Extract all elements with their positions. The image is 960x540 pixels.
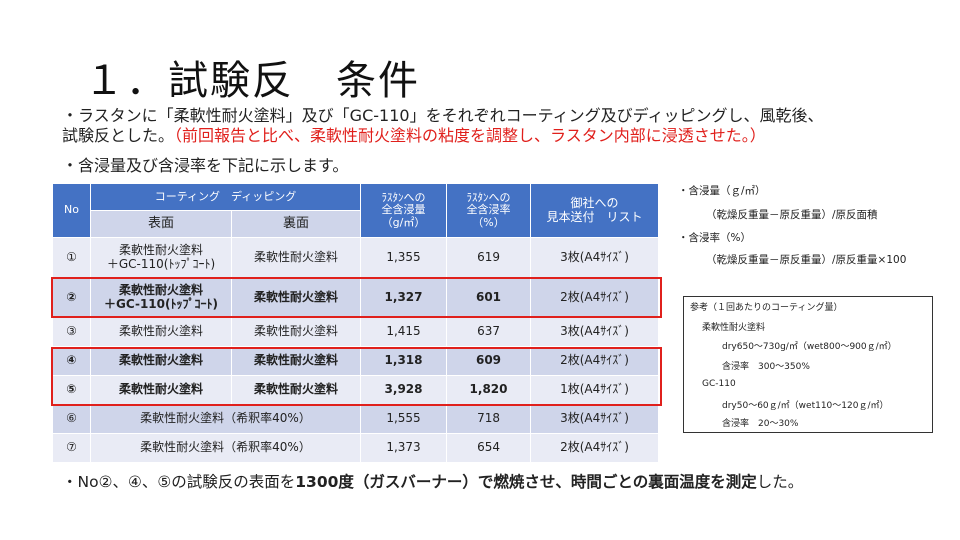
reference-coating-rate: 含浸率 300～350% xyxy=(722,362,810,372)
note-amount-title: ・含浸量（ｇ/㎡） xyxy=(678,185,766,197)
row-rate: 637 xyxy=(446,317,532,347)
reference-gc-rate: 含浸率 20～30% xyxy=(722,419,799,429)
footer-part-2: 1300度（ガスバーナー）で燃焼させ、時間ごとの裏面温度を測定 xyxy=(295,473,757,491)
row-front-l1: 柔軟性耐火塗料 xyxy=(118,242,203,257)
row-front-l2: ＋GC-110(ﾄｯﾌﾟｺｰﾄ) xyxy=(106,256,216,271)
row-amount: 1,327 xyxy=(360,277,448,318)
row-sample: 1枚(A4ｻｲｽﾞ) xyxy=(530,375,660,405)
reference-title: 参考（１回あたりのコーティング量） xyxy=(690,303,843,313)
impregnation-table: No コーティング ディッピング ﾗｽﾀﾝへの 全含浸量 （g/㎡） ﾗｽﾀﾝへの全… xyxy=(52,183,660,463)
table-row: ⑤ 柔軟性耐火塗料 柔軟性耐火塗料 3,928 1,820 1枚(A4ｻｲｽﾞ) xyxy=(52,375,660,405)
row-rate: 718 xyxy=(446,404,532,434)
row-front: 柔軟性耐火塗料 ＋GC-110(ﾄｯﾌﾟｺｰﾄ) xyxy=(90,237,232,278)
header-front: 表面 xyxy=(90,210,232,238)
header-rate: ﾗｽﾀﾝへの 全含浸率 （%） xyxy=(446,183,532,238)
row-no: ④ xyxy=(52,346,91,376)
row-amount: 1,355 xyxy=(360,237,448,278)
reference-coating-dry: dry650～730g/㎡（wet800～900ｇ/㎡） xyxy=(722,342,897,352)
row-sample: 3枚(A4ｻｲｽﾞ) xyxy=(530,404,660,434)
note-amount-formula: （乾燥反重量－原反重量）/原反面積 xyxy=(706,209,878,221)
row-front-l1: 柔軟性耐火塗料 xyxy=(118,282,203,297)
table-row: ① 柔軟性耐火塗料 ＋GC-110(ﾄｯﾌﾟｺｰﾄ) 柔軟性耐火塗料 1,355 … xyxy=(52,237,660,278)
header-rate-l2: 全含浸率 xyxy=(466,203,511,217)
intro-line-2-red: （前回報告と比べ、柔軟性耐火塗料の粘度を調整し、ラスタン内部に浸透させた。） xyxy=(174,126,766,145)
header-amount-l3: （g/㎡） xyxy=(381,215,426,229)
row-coating-merged: 柔軟性耐火塗料（希釈率40%） xyxy=(89,433,362,463)
note-rate-formula: （乾燥反重量－原反重量）/原反重量×100 xyxy=(706,254,907,266)
row-rate: 619 xyxy=(446,237,532,278)
row-no: ① xyxy=(52,237,91,278)
row-rate: 654 xyxy=(446,433,532,463)
header-coating: コーティング ディッピング xyxy=(89,183,362,211)
row-sample: 2枚(A4ｻｲｽﾞ) xyxy=(530,433,660,463)
table-row: ④ 柔軟性耐火塗料 柔軟性耐火塗料 1,318 609 2枚(A4ｻｲｽﾞ) xyxy=(52,346,660,376)
row-amount: 1,318 xyxy=(360,346,448,376)
row-back: 柔軟性耐火塗料 xyxy=(230,346,362,376)
header-rate-l1: ﾗｽﾀﾝへの xyxy=(466,190,511,204)
row-front-l2: ＋GC-110(ﾄｯﾌﾟｺｰﾄ) xyxy=(104,296,218,311)
footer-part-1: ・No②、④、⑤の試験反の表面を xyxy=(62,473,296,491)
table-row: ⑦ 柔軟性耐火塗料（希釈率40%） 1,373 654 2枚(A4ｻｲｽﾞ) xyxy=(52,433,660,463)
row-front: 柔軟性耐火塗料 xyxy=(90,375,232,405)
header-sample-l1: 御社への xyxy=(570,195,619,210)
row-no: ⑥ xyxy=(52,404,91,434)
row-rate: 601 xyxy=(446,277,532,318)
reference-gc-dry: dry50～60ｇ/㎡（wet110～120ｇ/㎡） xyxy=(722,401,889,411)
row-amount: 1,415 xyxy=(360,317,448,347)
intro-line-2-black: 試験反とした。 xyxy=(62,126,175,145)
header-back: 裏面 xyxy=(230,210,362,238)
row-amount: 1,555 xyxy=(360,404,448,434)
header-amount: ﾗｽﾀﾝへの 全含浸量 （g/㎡） xyxy=(360,183,448,238)
header-amount-l2: 全含浸量 xyxy=(381,203,426,217)
row-sample: 2枚(A4ｻｲｽﾞ) xyxy=(530,277,660,318)
row-front: 柔軟性耐火塗料 xyxy=(90,346,232,376)
note-rate-title: ・含浸率（%） xyxy=(678,232,751,244)
intro-line-2: 試験反とした。（前回報告と比べ、柔軟性耐火塗料の粘度を調整し、ラスタン内部に浸透… xyxy=(62,122,766,146)
reference-box: 参考（１回あたりのコーティング量） 柔軟性耐火塗料 dry650～730g/㎡（… xyxy=(683,296,933,433)
footer-part-3: した。 xyxy=(756,473,804,491)
highlight-box-rows-4-5 xyxy=(51,347,662,406)
page-title: １．試験反 条件 xyxy=(84,58,420,104)
header-sample-l2: 見本送付 リスト xyxy=(546,209,643,224)
row-front: 柔軟性耐火塗料 xyxy=(90,317,232,347)
row-amount: 1,373 xyxy=(360,433,448,463)
reference-gc-name: GC-110 xyxy=(702,379,736,389)
row-coating-merged: 柔軟性耐火塗料（希釈率40%） xyxy=(89,404,362,434)
row-no: ③ xyxy=(52,317,91,347)
header-rate-l3: （%） xyxy=(472,215,505,229)
row-no: ⑤ xyxy=(52,375,91,405)
row-sample: 2枚(A4ｻｲｽﾞ) xyxy=(530,346,660,376)
header-no: No xyxy=(52,183,91,238)
row-sample: 3枚(A4ｻｲｽﾞ) xyxy=(530,237,660,278)
row-rate: 609 xyxy=(446,346,532,376)
row-no: ⑦ xyxy=(52,433,91,463)
row-back: 柔軟性耐火塗料 xyxy=(230,277,362,318)
intro-line-1: ・ラスタンに「柔軟性耐火塗料」及び「GC-110」をそれぞれコーティング及びディ… xyxy=(62,106,824,125)
header-sample: 御社への 見本送付 リスト xyxy=(530,183,660,238)
row-sample: 3枚(A4ｻｲｽﾞ) xyxy=(530,317,660,347)
reference-coating-name: 柔軟性耐火塗料 xyxy=(702,323,766,333)
highlight-box-row-2 xyxy=(51,277,662,318)
row-back: 柔軟性耐火塗料 xyxy=(230,317,362,347)
intro-line-3: ・含浸量及び含浸率を下記に示します。 xyxy=(62,156,349,175)
table-row: ③ 柔軟性耐火塗料 柔軟性耐火塗料 1,415 637 3枚(A4ｻｲｽﾞ) xyxy=(52,317,660,347)
table-row: ⑥ 柔軟性耐火塗料（希釈率40%） 1,555 718 3枚(A4ｻｲｽﾞ) xyxy=(52,404,660,434)
row-back: 柔軟性耐火塗料 xyxy=(230,237,362,278)
footer-text: ・No②、④、⑤の試験反の表面を1300度（ガスバーナー）で燃焼させ、時間ごとの… xyxy=(62,470,803,492)
header-amount-l1: ﾗｽﾀﾝへの xyxy=(381,190,426,204)
